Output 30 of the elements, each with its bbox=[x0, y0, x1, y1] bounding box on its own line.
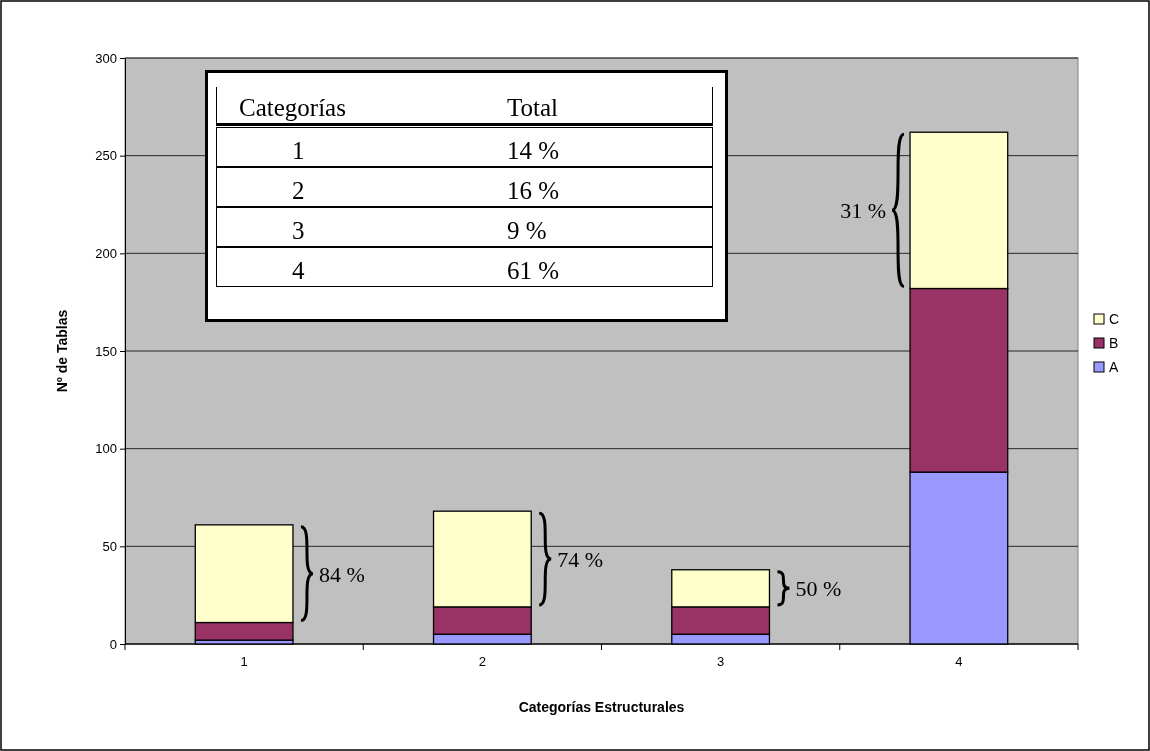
x-tick-label: 4 bbox=[955, 654, 963, 669]
annotation: 3 bbox=[292, 216, 305, 246]
y-tick-label: 250 bbox=[95, 148, 117, 164]
y-tick-label: 200 bbox=[95, 245, 117, 261]
y-tick-label: 300 bbox=[95, 50, 117, 66]
y-tick-label: 150 bbox=[95, 343, 117, 359]
x-axis-title: Categorías Estructurales bbox=[518, 699, 685, 715]
annotation: 50 % bbox=[795, 576, 842, 602]
y-tick-label: 50 bbox=[102, 538, 117, 554]
annotation: 61 % bbox=[507, 256, 560, 286]
annotation: 1 bbox=[292, 136, 305, 166]
legend-label: C bbox=[1109, 311, 1120, 327]
y-tick-label: 0 bbox=[109, 636, 117, 652]
annotation: Total bbox=[507, 93, 559, 123]
legend-label: A bbox=[1109, 359, 1119, 375]
y-axis-title: Nº de Tablas bbox=[54, 309, 70, 393]
annotation: 9 % bbox=[507, 216, 547, 246]
annotation: 74 % bbox=[557, 547, 604, 573]
legend-label: B bbox=[1109, 335, 1119, 351]
x-tick-label: 3 bbox=[717, 654, 725, 669]
x-tick-label: 1 bbox=[240, 654, 248, 669]
annotation: 16 % bbox=[507, 176, 560, 206]
annotation: Categorías bbox=[239, 93, 346, 123]
annotation: 2 bbox=[292, 176, 305, 206]
x-tick-label: 2 bbox=[478, 654, 486, 669]
annotation: 84 % bbox=[318, 561, 365, 587]
annotation: 14 % bbox=[507, 136, 560, 166]
annotation: 31 % bbox=[840, 198, 887, 224]
annotation: 4 bbox=[292, 256, 305, 286]
y-tick-label: 100 bbox=[95, 441, 117, 457]
